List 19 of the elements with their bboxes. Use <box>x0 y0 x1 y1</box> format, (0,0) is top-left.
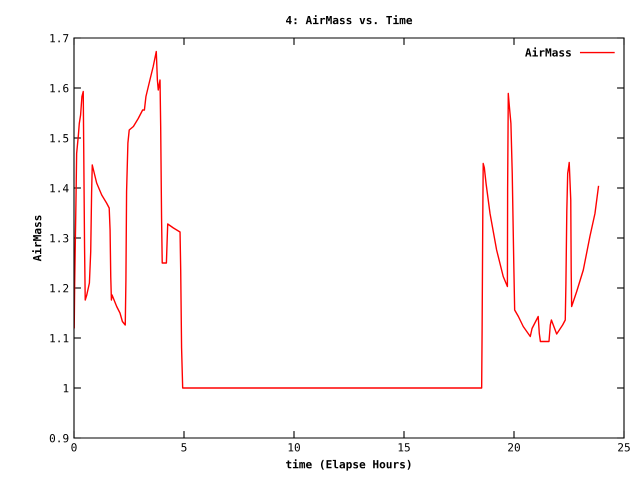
x-tick-label: 20 <box>508 443 520 452</box>
y-axis-title: AirMass <box>32 215 42 262</box>
x-tick-label: 5 <box>181 443 186 452</box>
y-tick-label: 1.6 <box>50 84 68 92</box>
legend-label: AirMass <box>525 47 571 57</box>
y-tick-label: 0.9 <box>50 434 68 442</box>
y-tick-label: 1.5 <box>50 134 68 142</box>
y-tick-label: 1.7 <box>50 34 68 42</box>
y-tick-label: 1.4 <box>50 184 69 192</box>
y-tick-label: 1.1 <box>50 334 68 342</box>
x-tick-label: 0 <box>71 443 77 452</box>
y-tick-label: 1.2 <box>50 284 68 292</box>
x-axis-title: time (Elapse Hours) <box>286 459 410 471</box>
x-tick-label: 25 <box>618 443 630 452</box>
y-tick-label: 1 <box>64 384 68 392</box>
x-tick-label: 15 <box>398 443 410 452</box>
y-tick-label: 1.3 <box>50 234 68 242</box>
chart-title: 4: AirMass vs. Time <box>286 15 412 24</box>
x-tick-label: 10 <box>288 443 300 452</box>
